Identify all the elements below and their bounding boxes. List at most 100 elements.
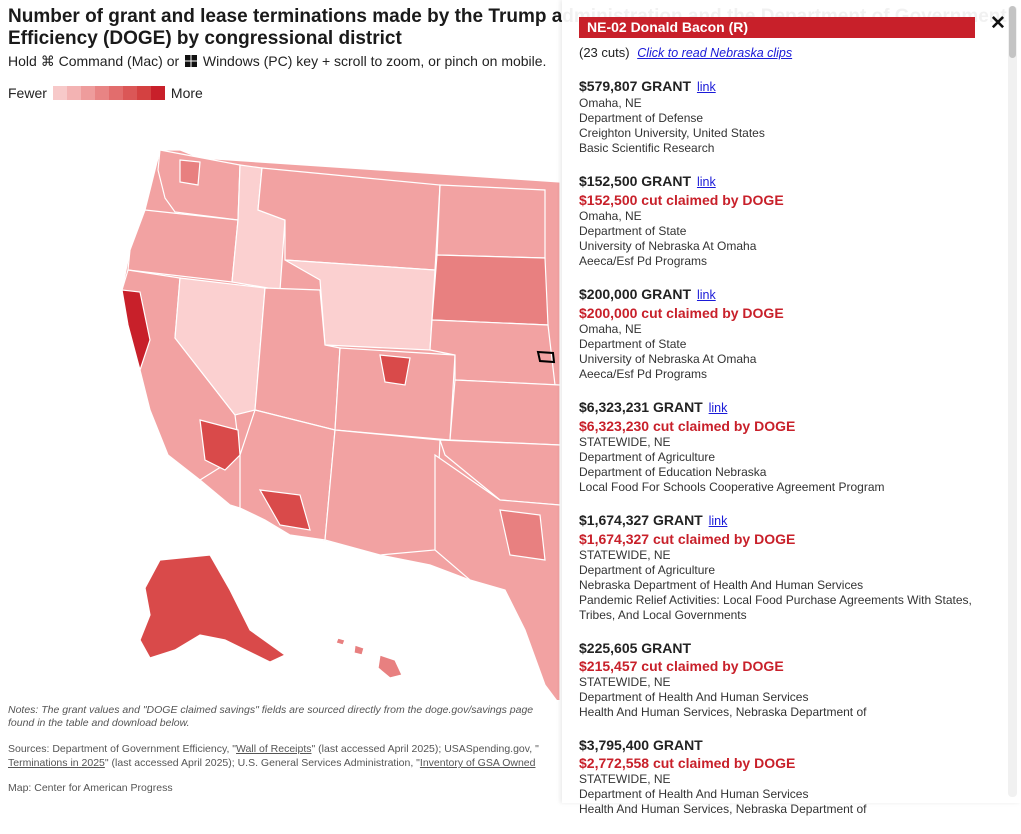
state-nevada[interactable] (174, 277, 266, 416)
grant-title: $225,605 GRANT (579, 640, 989, 657)
doge-claim: $2,772,558 cut claimed by DOGE (579, 755, 796, 771)
district-wa[interactable] (179, 159, 201, 186)
legend-gradient-bar (52, 86, 165, 100)
gsa-inventory-link[interactable]: Inventory of GSA Owned (419, 757, 536, 769)
district-detail-panel[interactable]: NE-02 Donald Bacon (R) ✕ (23 cuts) Click… (562, 0, 1021, 816)
notes-line-2: found in the table and download below. (8, 717, 190, 729)
instructions-text-3: Windows (PC) key + scroll to zoom, or pi… (199, 53, 547, 69)
grant-location: STATEWIDE, NE (579, 548, 671, 562)
district-ca-north[interactable] (121, 289, 151, 373)
map-notes: Notes: The grant values and "DOGE claime… (8, 704, 568, 730)
grant-location: Omaha, NE (579, 322, 642, 336)
grant-title: $1,674,327 GRANT link (579, 512, 989, 530)
state-north-dakota[interactable] (436, 184, 546, 259)
grant-program: Aeeca/Esf Pd Programs (579, 254, 708, 268)
grant-entry: $225,605 GRANT $215,457 cut claimed by DO… (579, 640, 989, 720)
hawaii-island-3[interactable] (335, 637, 346, 646)
doge-claim: $1,674,327 cut claimed by DOGE (579, 531, 796, 547)
grant-title: $152,500 GRANT link (579, 173, 989, 191)
state-kansas[interactable] (449, 379, 561, 446)
grant-location: STATEWIDE, NE (579, 675, 671, 689)
grant-agency: Department of State (579, 337, 687, 351)
legend-swatch (52, 86, 67, 100)
grant-entry: $152,500 GRANT link $152,500 cut claimed … (579, 173, 989, 269)
grant-recipient: University of Nebraska At Omaha (579, 239, 757, 253)
grant-agency: Department of Health And Human Services (579, 690, 809, 704)
grant-recipient: Nebraska Department of Health And Human … (579, 578, 864, 592)
legend-swatch (108, 86, 123, 100)
grant-program: Basic Scientific Research (579, 141, 715, 155)
grant-agency: Department of Defense (579, 111, 704, 125)
state-alaska[interactable] (139, 554, 287, 663)
notes-line-1: Notes: The grant values and "DOGE claime… (8, 704, 534, 716)
grant-amount: $6,323,231 GRANT (579, 399, 703, 415)
grant-link[interactable]: link (708, 401, 728, 415)
grant-link[interactable]: link (696, 175, 716, 189)
grant-recipient: Department of Education Nebraska (579, 465, 767, 479)
grant-amount: $3,795,400 GRANT (579, 737, 703, 753)
district-map[interactable] (0, 110, 1021, 707)
grant-entry: $6,323,231 GRANT link $6,323,230 cut clai… (579, 399, 989, 495)
close-icon[interactable]: ✕ (990, 13, 1006, 34)
windows-logo-icon (185, 55, 198, 67)
grant-title: $579,807 GRANT link (579, 78, 989, 96)
legend-swatch (122, 86, 137, 100)
doge-claim: $6,323,230 cut claimed by DOGE (579, 418, 796, 434)
grant-link[interactable]: link (696, 288, 716, 302)
grant-entry: $3,795,400 GRANT $2,772,558 cut claimed b… (579, 737, 989, 817)
grant-location: Omaha, NE (579, 96, 642, 110)
district-az[interactable] (258, 489, 311, 531)
hawaii-island-2[interactable] (353, 644, 365, 656)
grant-link[interactable]: link (708, 514, 728, 528)
nebraska-clips-link[interactable]: Click to read Nebraska clips (637, 46, 793, 60)
grant-entry: $579,807 GRANT link Omaha, NE Department o… (579, 78, 989, 156)
grant-list: $579,807 GRANT link Omaha, NE Department o… (579, 78, 989, 834)
sources-mid-2: " (last accessed April 2025); U.S. Gener… (104, 757, 420, 769)
selected-district-ne02[interactable] (536, 350, 556, 364)
legend-more-label: More (170, 85, 203, 101)
grant-agency: Department of State (579, 224, 687, 238)
cuts-count: (23 cuts) (579, 45, 630, 60)
terminations-2025-link[interactable]: Terminations in 2025 (8, 757, 105, 769)
grant-program: Aeeca/Esf Pd Programs (579, 367, 708, 381)
grant-title: $3,795,400 GRANT (579, 737, 989, 754)
legend-swatch (136, 86, 151, 100)
district-header: NE-02 Donald Bacon (R) (579, 17, 975, 38)
state-oregon[interactable] (127, 209, 239, 283)
legend-swatch (150, 86, 165, 100)
state-new-mexico[interactable] (324, 429, 441, 556)
grant-agency: Department of Agriculture (579, 450, 716, 464)
scrollbar-thumb[interactable] (1009, 6, 1016, 58)
grant-entry: $1,674,327 GRANT link $1,674,327 cut clai… (579, 512, 989, 623)
grant-recipient: Health And Human Services, Nebraska Depa… (579, 705, 867, 719)
wall-of-receipts-link[interactable]: Wall of Receipts (236, 743, 312, 755)
panel-scrollbar[interactable] (1008, 6, 1017, 797)
doge-claim: $152,500 cut claimed by DOGE (579, 192, 784, 208)
grant-title: $200,000 GRANT link (579, 286, 989, 304)
district-ca-south[interactable] (199, 419, 241, 471)
map-credit: Map: Center for American Progress (8, 782, 173, 794)
grant-amount: $1,674,327 GRANT (579, 512, 703, 528)
us-map-svg[interactable] (0, 110, 1021, 707)
grant-agency: Department of Agriculture (579, 563, 716, 577)
color-legend: Fewer More (8, 85, 203, 101)
state-montana[interactable] (257, 167, 441, 271)
grant-amount: $579,807 GRANT (579, 78, 692, 94)
legend-swatch (80, 86, 95, 100)
legend-swatch (66, 86, 81, 100)
grant-recipient: Creighton University, United States (579, 126, 765, 140)
grant-agency: Department of Health And Human Services (579, 787, 809, 801)
sources-prefix: Sources: Department of Government Effici… (8, 743, 237, 755)
grant-location: Omaha, NE (579, 209, 642, 223)
doge-claim: $215,457 cut claimed by DOGE (579, 658, 784, 674)
state-wyoming[interactable] (284, 259, 436, 351)
legend-swatch (94, 86, 109, 100)
grant-location: STATEWIDE, NE (579, 435, 671, 449)
district-tx[interactable] (499, 509, 546, 561)
grant-link[interactable]: link (696, 80, 716, 94)
grant-location: STATEWIDE, NE (579, 772, 671, 786)
state-hawaii[interactable] (377, 654, 403, 679)
district-co[interactable] (379, 354, 411, 386)
sources-mid-1: " (last accessed April 2025); USASpendin… (311, 743, 539, 755)
state-south-dakota[interactable] (431, 254, 549, 326)
